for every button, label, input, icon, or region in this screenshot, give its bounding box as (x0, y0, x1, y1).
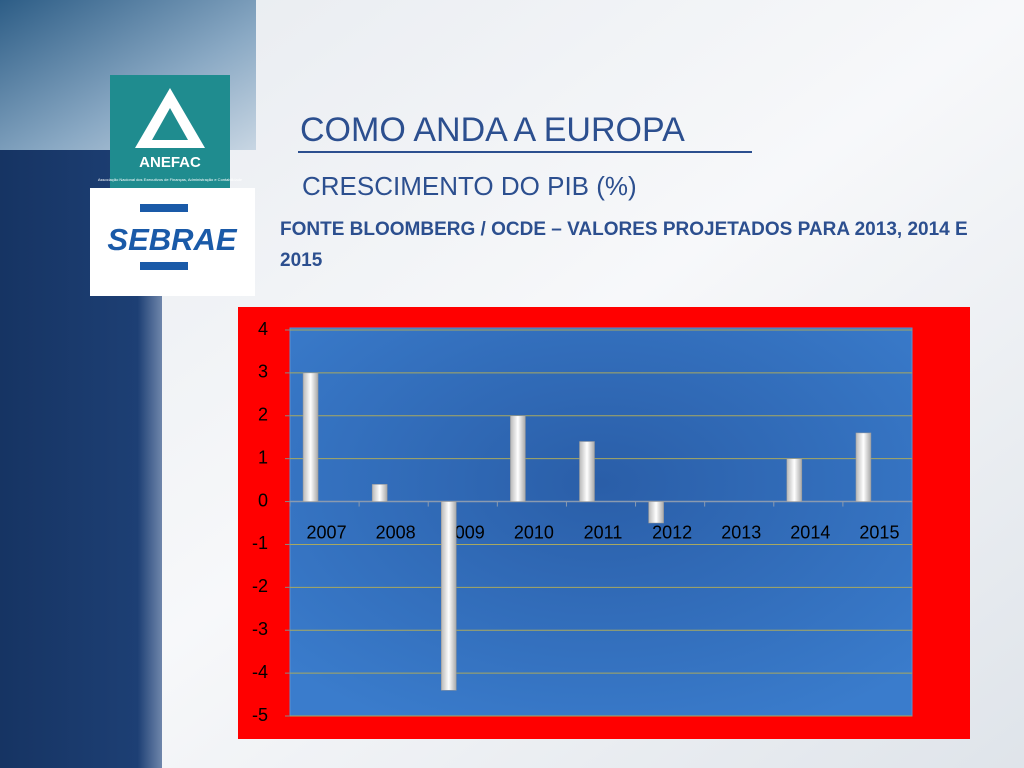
bar (648, 501, 664, 524)
bar (855, 432, 872, 502)
x-tick-label: 2014 (790, 522, 830, 542)
plot-area (289, 327, 913, 717)
bar (786, 458, 803, 502)
bar (302, 372, 319, 502)
x-tick-label: 2011 (584, 522, 623, 542)
bar (579, 441, 595, 502)
anefac-caption: Associação Nacional dos Executivos de Fi… (98, 177, 243, 182)
x-tick-label: 2010 (514, 522, 554, 542)
y-tick-label: -4 (252, 662, 268, 682)
y-tick-label: -2 (252, 576, 268, 596)
title: COMO ANDA A EUROPA (300, 111, 685, 149)
bar (510, 415, 526, 502)
y-tick-label: 1 (258, 447, 268, 467)
y-tick-label: 3 (258, 362, 268, 382)
y-tick-label: 0 (258, 490, 268, 510)
anefac-name: ANEFAC (139, 154, 201, 171)
source-note: FONTE BLOOMBERG / OCDE – VALORES PROJETA… (280, 219, 968, 271)
x-tick-label: 2012 (652, 522, 692, 542)
y-tick-label: 4 (258, 319, 268, 339)
y-tick-label: -5 (252, 705, 268, 725)
x-tick-label: 2007 (307, 522, 347, 542)
anefac-triangle-inner (152, 108, 188, 140)
sebrae-name: SEBRAE (107, 222, 238, 257)
subtitle: CRESCIMENTO DO PIB (%) (302, 171, 637, 201)
x-tick-label: 2015 (859, 522, 899, 542)
bar (441, 501, 457, 691)
bar (371, 484, 388, 502)
x-tick-label: 2008 (376, 522, 416, 542)
y-tick-label: 2 (258, 405, 268, 425)
y-tick-label: -3 (252, 619, 268, 639)
sebrae-stripe (140, 204, 188, 212)
y-tick-label: -1 (252, 533, 268, 553)
x-tick-label: 2013 (721, 522, 761, 542)
sebrae-stripe (140, 262, 188, 270)
